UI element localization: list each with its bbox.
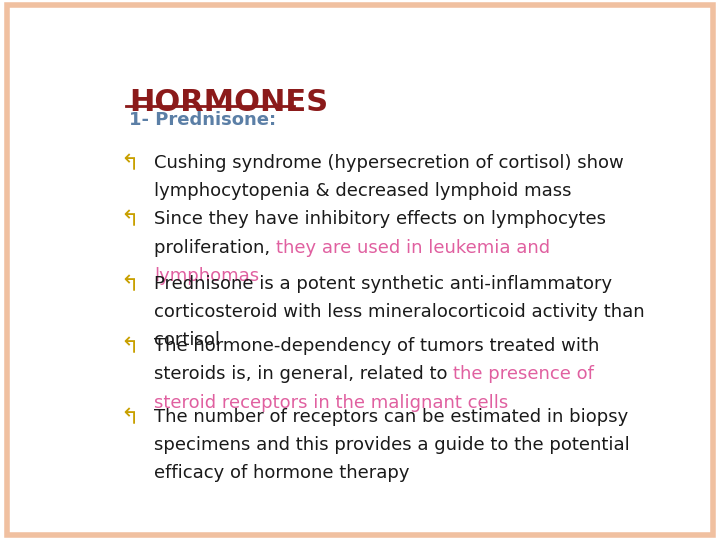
Text: specimens and this provides a guide to the potential: specimens and this provides a guide to t… bbox=[154, 436, 630, 454]
Text: ↰: ↰ bbox=[121, 154, 139, 174]
Text: lymphomas: lymphomas bbox=[154, 267, 259, 285]
Text: the presence of: the presence of bbox=[454, 366, 594, 383]
Text: corticosteroid with less mineralocorticoid activity than: corticosteroid with less mineralocortico… bbox=[154, 303, 645, 321]
Text: ↰: ↰ bbox=[121, 408, 139, 428]
Text: steroids is, in general, related to: steroids is, in general, related to bbox=[154, 366, 454, 383]
Text: ↰: ↰ bbox=[121, 275, 139, 295]
Text: The hormone-dependency of tumors treated with: The hormone-dependency of tumors treated… bbox=[154, 337, 600, 355]
Text: they are used in leukemia and: they are used in leukemia and bbox=[276, 239, 550, 256]
Text: cortisol: cortisol bbox=[154, 332, 220, 349]
Text: ↰: ↰ bbox=[121, 210, 139, 231]
Text: Prednisone is a potent synthetic anti-inflammatory: Prednisone is a potent synthetic anti-in… bbox=[154, 275, 612, 293]
Text: 1- Prednisone:: 1- Prednisone: bbox=[129, 111, 276, 130]
Text: HORMONES: HORMONES bbox=[129, 87, 328, 117]
Text: Cushing syndrome (hypersecretion of cortisol) show: Cushing syndrome (hypersecretion of cort… bbox=[154, 154, 624, 172]
Text: steroid receptors in the malignant cells: steroid receptors in the malignant cells bbox=[154, 394, 508, 411]
Text: efficacy of hormone therapy: efficacy of hormone therapy bbox=[154, 464, 410, 482]
Text: Since they have inhibitory effects on lymphocytes: Since they have inhibitory effects on ly… bbox=[154, 210, 606, 228]
Text: The number of receptors can be estimated in biopsy: The number of receptors can be estimated… bbox=[154, 408, 629, 426]
Text: proliferation,: proliferation, bbox=[154, 239, 276, 256]
Text: lymphocytopenia & decreased lymphoid mass: lymphocytopenia & decreased lymphoid mas… bbox=[154, 183, 572, 200]
Text: ↰: ↰ bbox=[121, 337, 139, 357]
